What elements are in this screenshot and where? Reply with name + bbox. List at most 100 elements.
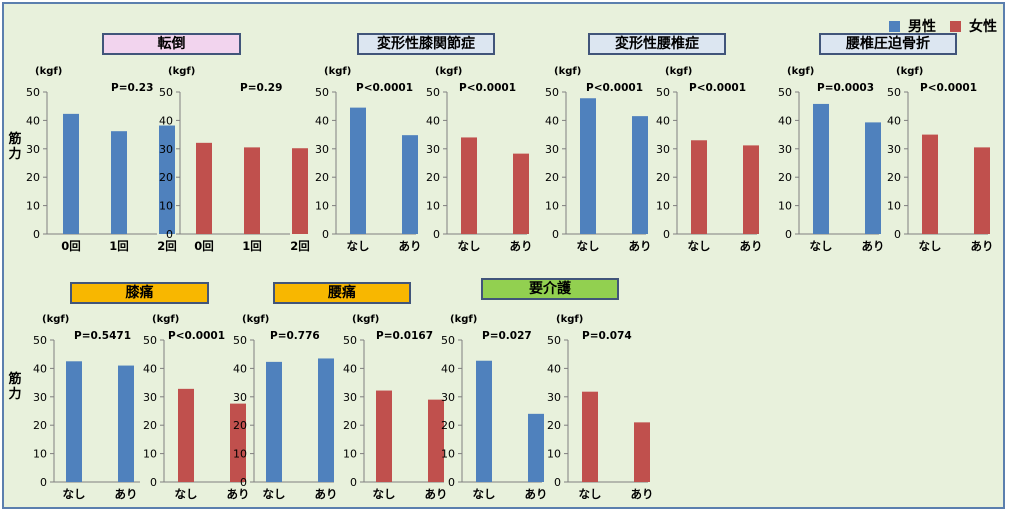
p-value-label: P<0.0001	[459, 82, 516, 94]
x-category-label: なし	[577, 239, 600, 253]
y-tick-label: 50	[887, 86, 901, 99]
y-tick-label: 10	[233, 448, 247, 461]
category-title-4: 腰椎圧迫骨折	[819, 33, 957, 55]
y-tick-label: 40	[233, 362, 247, 375]
y-tick-label: 40	[656, 114, 670, 127]
x-category-label: 2回	[157, 239, 177, 253]
y-tick-label: 20	[315, 171, 329, 184]
y-tick-label: 10	[343, 448, 357, 461]
y-tick-label: 50	[545, 86, 559, 99]
x-category-label: なし	[579, 487, 602, 501]
y-tick-label: 50	[778, 86, 792, 99]
y-tick-label: 30	[315, 143, 329, 156]
p-value-label: P=0.0003	[817, 82, 874, 94]
y-tick-label: 30	[343, 391, 357, 404]
bar	[63, 113, 79, 234]
x-category-label: なし	[263, 487, 286, 501]
bar	[118, 365, 134, 482]
y-side-label-bottom: 筋力	[8, 372, 22, 402]
x-category-label: 0回	[61, 239, 81, 253]
y-tick-label: 20	[545, 171, 559, 184]
y-tick-label: 30	[887, 143, 901, 156]
y-tick-label: 40	[545, 114, 559, 127]
y-tick-label: 20	[426, 171, 440, 184]
p-value-label: P<0.0001	[356, 82, 413, 94]
y-tick-label: 10	[545, 200, 559, 213]
y-tick-label: 40	[778, 114, 792, 127]
x-category-label: あり	[740, 239, 763, 253]
y-tick-label: 10	[426, 200, 440, 213]
bar	[318, 358, 334, 482]
y-tick-label: 20	[887, 171, 901, 184]
x-category-label: あり	[115, 487, 138, 501]
y-tick-label: 0	[448, 476, 455, 489]
bar	[244, 147, 260, 234]
category-title-6: 腰痛	[273, 282, 411, 304]
y-tick-label: 20	[343, 419, 357, 432]
x-category-label: なし	[347, 239, 370, 253]
p-value-label: P<0.0001	[920, 82, 977, 94]
y-unit-label: (kgf)	[787, 66, 814, 77]
y-unit-label: (kgf)	[242, 314, 269, 325]
y-tick-label: 0	[322, 228, 329, 241]
x-category-label: あり	[629, 239, 652, 253]
y-tick-label: 50	[26, 86, 40, 99]
y-tick-label: 10	[778, 200, 792, 213]
bar	[813, 103, 829, 234]
x-category-label: なし	[473, 487, 496, 501]
x-category-label: なし	[458, 239, 481, 253]
y-tick-label: 10	[315, 200, 329, 213]
y-tick-label: 40	[26, 114, 40, 127]
legend-male-swatch	[889, 20, 900, 32]
legend-female-swatch	[950, 20, 961, 32]
y-unit-label: (kgf)	[42, 314, 69, 325]
y-tick-label: 30	[143, 391, 157, 404]
category-title-7: 要介護	[481, 278, 619, 300]
y-tick-label: 50	[143, 334, 157, 347]
y-tick-label: 40	[887, 114, 901, 127]
bar	[111, 131, 127, 234]
y-tick-label: 50	[441, 334, 455, 347]
bar	[461, 137, 477, 234]
bar	[974, 147, 990, 234]
y-tick-label: 10	[143, 448, 157, 461]
y-unit-label: (kgf)	[152, 314, 179, 325]
p-value-label: P=0.776	[270, 330, 320, 342]
y-tick-label: 0	[785, 228, 792, 241]
bar	[159, 125, 175, 234]
y-tick-label: 40	[426, 114, 440, 127]
x-category-label: あり	[315, 487, 338, 501]
y-tick-label: 30	[545, 143, 559, 156]
x-category-label: 1回	[109, 239, 129, 253]
x-category-label: 1回	[242, 239, 262, 253]
y-unit-label: (kgf)	[352, 314, 379, 325]
y-tick-label: 40	[441, 362, 455, 375]
y-tick-label: 30	[233, 391, 247, 404]
y-tick-label: 10	[441, 448, 455, 461]
y-tick-label: 20	[143, 419, 157, 432]
y-tick-label: 20	[26, 171, 40, 184]
y-tick-label: 40	[33, 362, 47, 375]
y-unit-label: (kgf)	[556, 314, 583, 325]
y-unit-label: (kgf)	[35, 66, 62, 77]
p-value-label: P=0.23	[111, 82, 153, 94]
p-value-label: P<0.0001	[689, 82, 746, 94]
x-category-label: なし	[919, 239, 942, 253]
bar	[513, 153, 529, 234]
y-tick-label: 40	[343, 362, 357, 375]
bar	[634, 422, 650, 482]
y-tick-label: 50	[159, 86, 173, 99]
bar	[528, 413, 544, 482]
bar	[691, 140, 707, 234]
p-value-label: P<0.0001	[168, 330, 225, 342]
x-category-label: なし	[175, 487, 198, 501]
y-tick-label: 20	[441, 419, 455, 432]
p-value-label: P=0.29	[240, 82, 282, 94]
y-tick-label: 0	[150, 476, 157, 489]
y-tick-label: 40	[547, 362, 561, 375]
y-tick-label: 0	[894, 228, 901, 241]
y-tick-label: 40	[315, 114, 329, 127]
y-tick-label: 0	[554, 476, 561, 489]
y-tick-label: 40	[159, 114, 173, 127]
y-tick-label: 50	[233, 334, 247, 347]
